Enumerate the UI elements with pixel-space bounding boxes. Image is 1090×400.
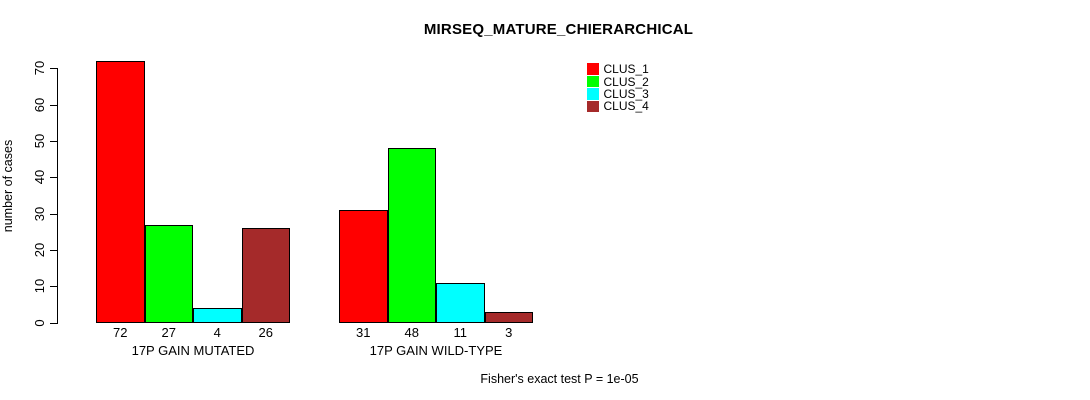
bar-clus-3-group1 [193, 308, 242, 323]
bar-value-label: 72 [113, 324, 128, 340]
bar-value-label: 11 [453, 324, 468, 340]
bar-clus-1-group2 [339, 210, 388, 323]
y-tick-label: 20 [32, 242, 47, 258]
bar-clus-4-group2 [484, 311, 533, 323]
bar-clus-3-group2 [436, 282, 485, 323]
y-tick-label: 40 [32, 170, 47, 185]
bar-clus-1-group1 [96, 61, 145, 323]
y-axis-line [56, 68, 58, 324]
bar-clus-2-group2 [387, 148, 436, 323]
bar-value-label: 48 [404, 324, 419, 340]
bar-value-label: 26 [258, 324, 273, 340]
legend-item-clus-2: CLUS_2 [587, 74, 649, 89]
y-tick-label: 10 [32, 279, 47, 294]
y-axis-tick [49, 177, 57, 179]
y-axis-tick [49, 68, 57, 70]
legend-label: CLUS_2 [603, 74, 649, 89]
y-axis-tick [49, 286, 57, 288]
y-tick-label: 30 [32, 206, 47, 221]
y-tick-label: 50 [32, 133, 47, 149]
chart-title: MIRSEQ_MATURE_CHIERARCHICAL [423, 21, 694, 38]
legend: CLUS_1 CLUS_2 CLUS_3 CLUS_4 [587, 63, 649, 113]
group-label: 17P GAIN WILD-TYPE [369, 343, 503, 358]
y-axis-tick [49, 250, 57, 252]
bar-value-label: 27 [161, 324, 176, 340]
legend-swatch-clus-4-icon [587, 100, 599, 113]
y-axis-tick [49, 322, 57, 324]
bar-value-label: 31 [356, 324, 371, 340]
y-tick-label: 0 [32, 319, 47, 327]
legend-swatch-clus-2-icon [587, 75, 599, 88]
y-axis-tick [49, 141, 57, 143]
y-axis-tick [49, 213, 57, 215]
legend-item-clus-4: CLUS_4 [587, 100, 649, 112]
legend-label: CLUS_4 [603, 99, 649, 114]
bar-clus-2-group1 [144, 224, 193, 323]
bar-clus-4-group1 [241, 228, 290, 323]
bar-value-label: 4 [213, 324, 221, 340]
legend-label: CLUS_1 [603, 62, 649, 77]
legend-swatch-clus-1-icon [587, 63, 599, 75]
fisher-test-annotation: Fisher's exact test P = 1e-05 [480, 372, 639, 386]
legend-label: CLUS_3 [603, 86, 649, 101]
legend-item-clus-1: CLUS_1 [587, 63, 649, 75]
y-tick-label: 70 [32, 61, 47, 76]
bar-value-label: 3 [505, 324, 513, 340]
legend-item-clus-3: CLUS_3 [587, 88, 649, 100]
y-tick-label: 60 [32, 97, 47, 112]
y-axis-label: number of cases [1, 139, 15, 233]
legend-swatch-clus-3-icon [587, 88, 599, 100]
group-label: 17P GAIN MUTATED [131, 343, 255, 358]
y-axis-tick [49, 104, 57, 106]
